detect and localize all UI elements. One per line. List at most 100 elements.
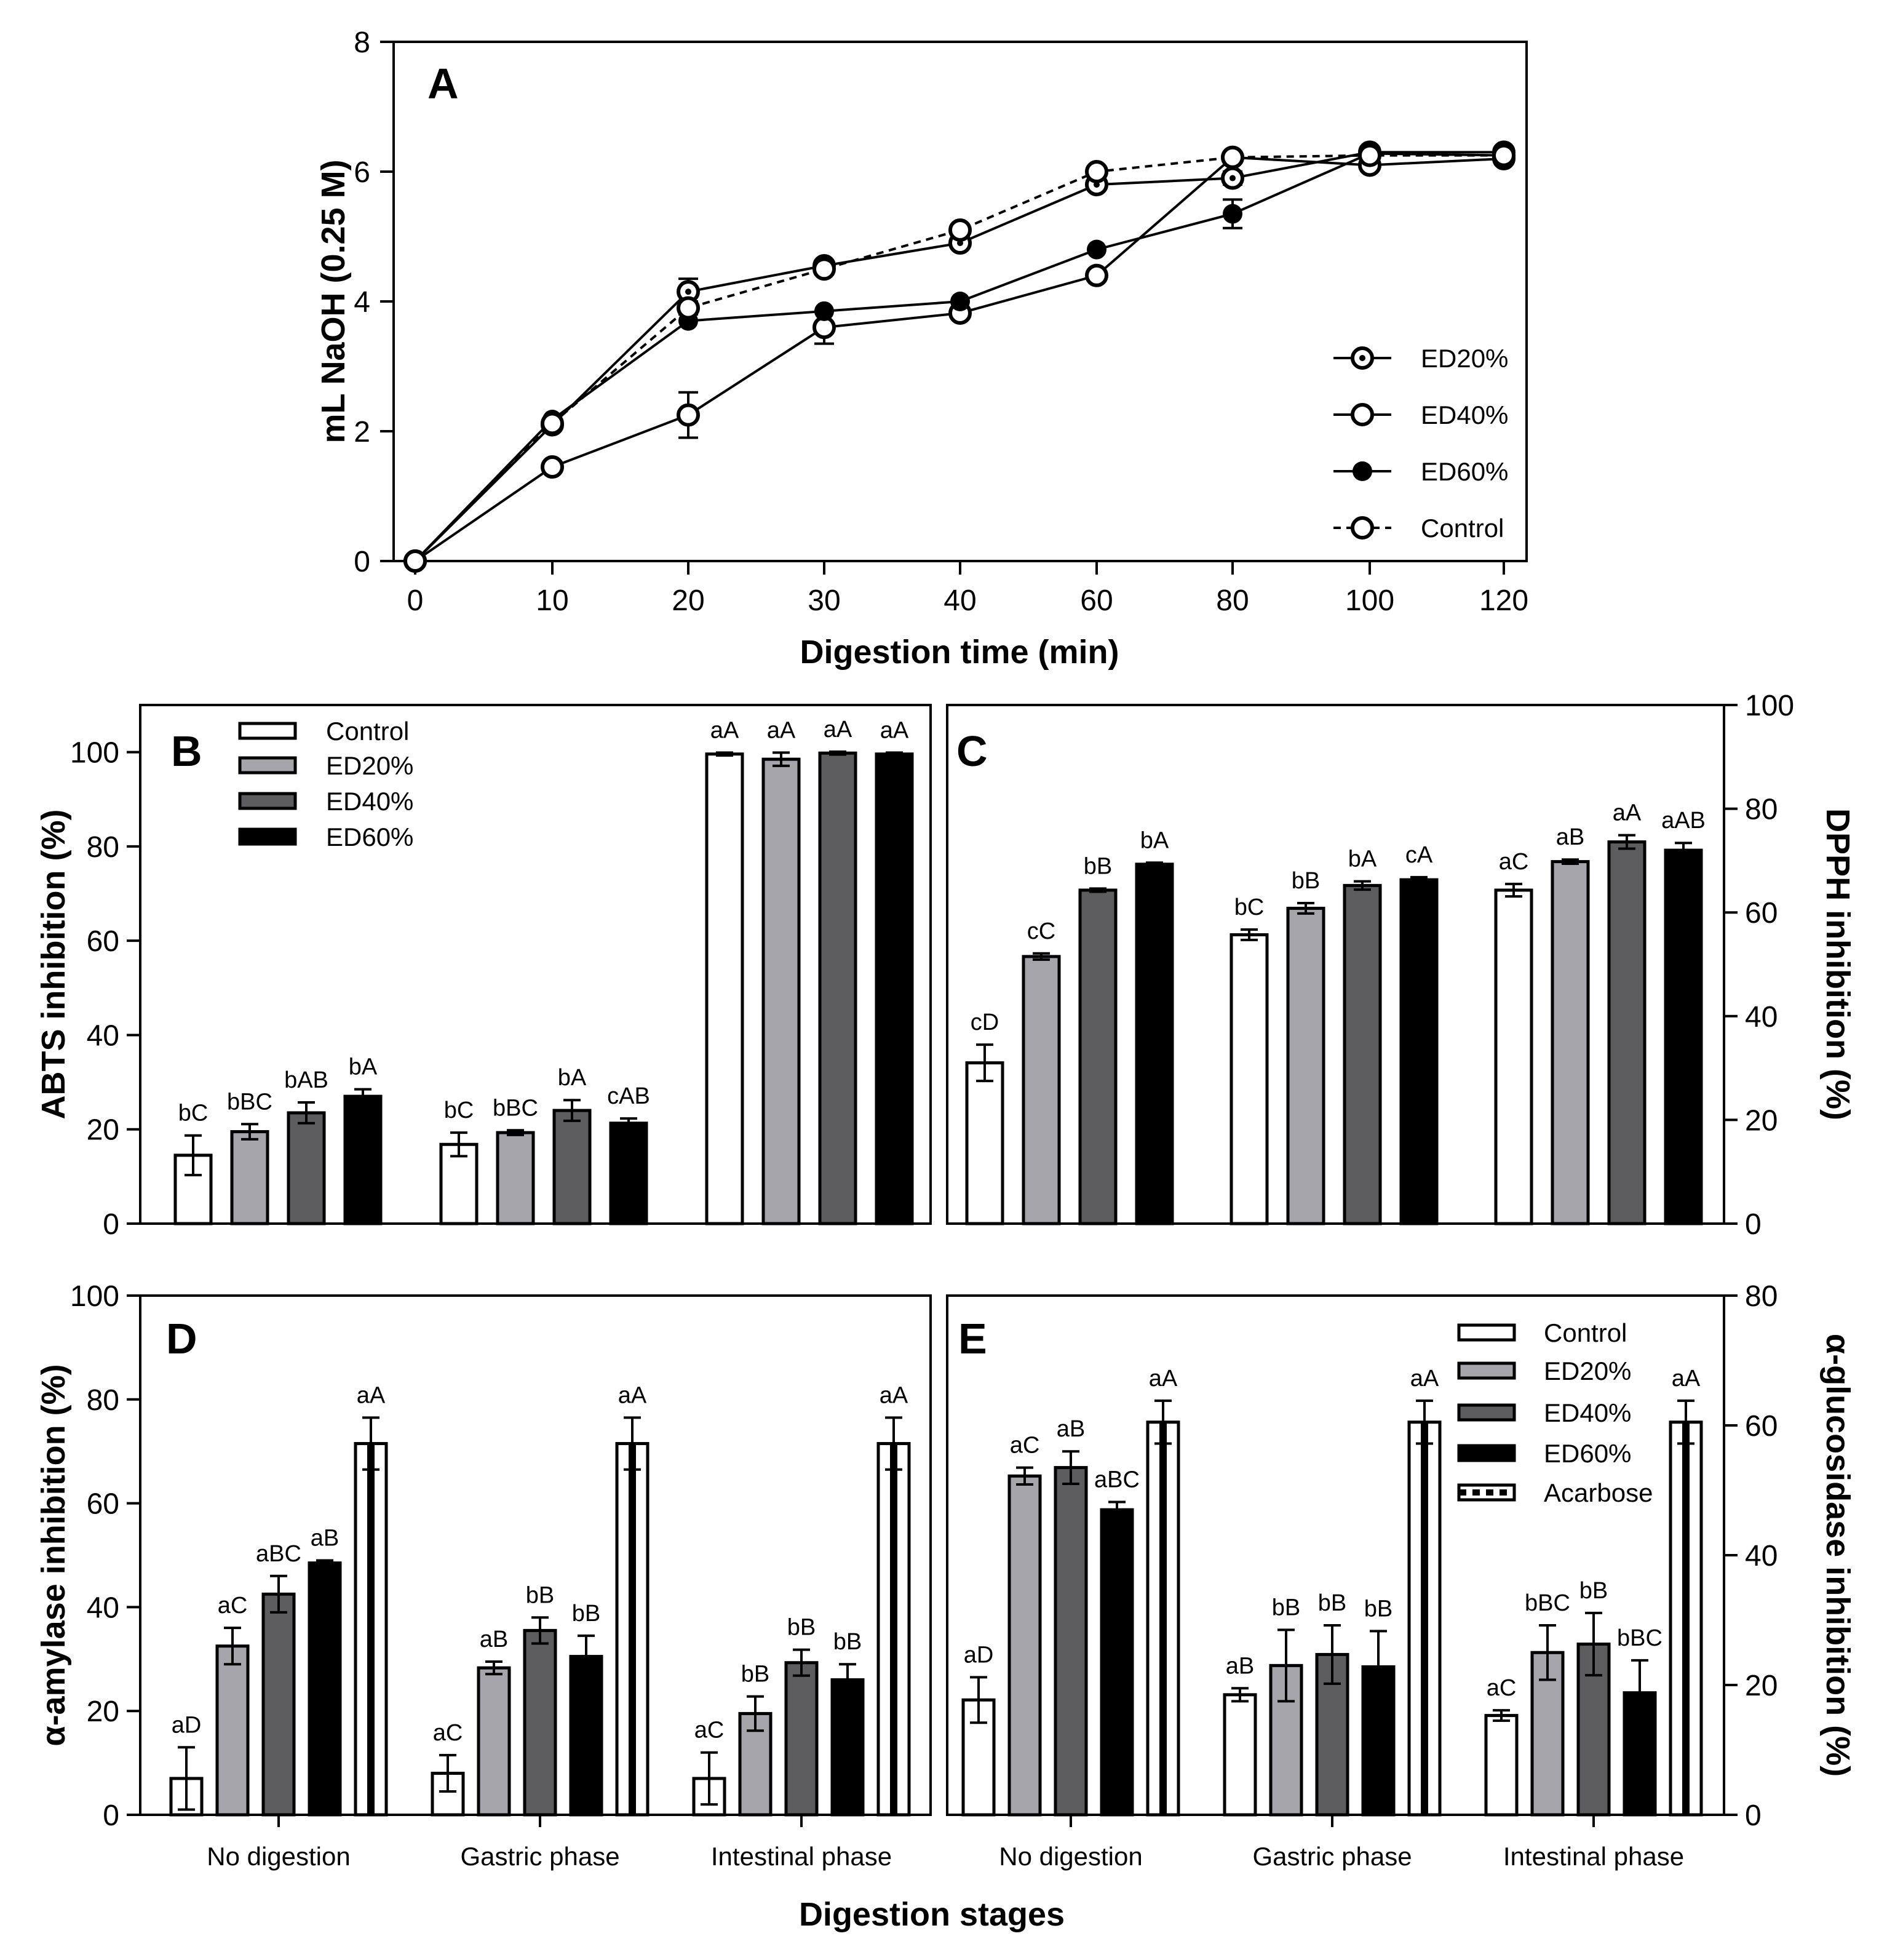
bar-ed40 <box>287 1111 326 1225</box>
bar-ed60 <box>1100 1508 1134 1817</box>
series-control <box>403 143 1516 573</box>
x-tick-label-a: 120 <box>1479 584 1528 617</box>
y-tick-label: 60 <box>1745 897 1778 930</box>
legend-b: Control ED20% ED40% ED60% <box>238 717 413 851</box>
bar-group-1: cD cC bB bA <box>965 827 1174 1225</box>
data-point <box>541 455 564 479</box>
bar-ed20 <box>1286 906 1325 1225</box>
legend-marker <box>1351 516 1374 540</box>
significance-label: aB <box>1057 1416 1085 1442</box>
bar-ed20 <box>1551 860 1590 1225</box>
significance-label: bB <box>1272 1595 1300 1620</box>
legend-label: Control <box>1544 1318 1627 1347</box>
panel-frame <box>946 704 1725 1225</box>
significance-label: aD <box>964 1642 994 1668</box>
significance-label: bBC <box>1525 1590 1570 1616</box>
significance-label: aA <box>767 717 796 743</box>
bar-ed60 <box>569 1655 603 1817</box>
bar-ed20 <box>215 1644 250 1817</box>
legend-label: ED40% <box>326 787 413 816</box>
bar-ed60 <box>1399 878 1439 1225</box>
legend-swatch <box>1457 1444 1516 1462</box>
legend-label: Acarbose <box>1544 1478 1653 1507</box>
bar-ed20 <box>761 757 801 1225</box>
y-tick-label: 20 <box>87 1695 119 1728</box>
y-axis-label: α-amylase inhibition (%) <box>35 1364 72 1746</box>
y-tick-label: 60 <box>1745 1410 1778 1443</box>
bar-ed40 <box>818 751 857 1225</box>
bar-ed60 <box>1664 848 1703 1225</box>
y-tick-label: 20 <box>1745 1104 1778 1137</box>
significance-label: aB <box>480 1627 508 1652</box>
bar-control <box>1494 888 1533 1225</box>
significance-label: bB <box>741 1662 769 1687</box>
panel-label: B <box>171 727 202 775</box>
significance-label: aA <box>1672 1366 1701 1392</box>
legend-label: Control <box>1421 514 1504 543</box>
significance-label: bA <box>1348 847 1377 872</box>
bar-ed40 <box>1343 883 1382 1225</box>
significance-label: bBC <box>1617 1625 1663 1651</box>
y-axis-label: DPPH inhibition (%) <box>1819 808 1856 1120</box>
data-point <box>677 296 700 320</box>
y-tick-label: 80 <box>87 831 119 864</box>
bar-group-3: aC aB aA aAB <box>1494 800 1706 1225</box>
significance-label: bB <box>526 1582 554 1608</box>
legend-label: ED20% <box>1544 1356 1631 1385</box>
panel-label: C <box>956 727 988 775</box>
y-tick-label: 0 <box>1745 1799 1762 1832</box>
significance-label: aC <box>694 1718 725 1743</box>
significance-label: cAB <box>607 1083 650 1109</box>
significance-label: aC <box>1499 849 1529 875</box>
x-category-label: Intestinal phase <box>1503 1842 1684 1871</box>
legend-label: ED40% <box>1544 1398 1631 1427</box>
bar-ed60 <box>343 1094 383 1225</box>
data-point <box>1085 160 1108 183</box>
y-tick-label: 60 <box>87 925 119 958</box>
significance-label: bA <box>349 1054 378 1080</box>
bar-acarbose-center-stripe <box>629 1443 636 1815</box>
bar-group-1: bC bBC bAB bA <box>173 1054 383 1225</box>
bar-ed20 <box>1269 1663 1303 1817</box>
bar-ed20 <box>1007 1474 1042 1817</box>
x-tick-label-a: 100 <box>1345 584 1394 617</box>
series-ed20 <box>403 140 1516 573</box>
bar-ed60 <box>609 1121 648 1225</box>
significance-label: cC <box>1027 918 1055 944</box>
data-point-dot <box>1230 175 1236 181</box>
bar-group-3: aC bB bB bB aA <box>692 1382 911 1817</box>
legend-swatch <box>1457 1361 1516 1380</box>
data-point <box>677 403 700 427</box>
data-point <box>1358 143 1381 167</box>
y-tick-label-a: 6 <box>354 156 370 189</box>
bar-control <box>173 1153 213 1225</box>
significance-label: aC <box>218 1593 248 1619</box>
y-tick-label: 40 <box>87 1592 119 1624</box>
x-tick-label-a: 30 <box>808 584 840 617</box>
significance-label: aD <box>172 1712 202 1738</box>
x-axis-label-a: Digestion time (min) <box>800 634 1119 671</box>
legend-label: ED40% <box>1421 400 1508 429</box>
data-point <box>812 257 836 281</box>
significance-label: aBC <box>256 1541 301 1567</box>
y-tick-label-a: 2 <box>354 416 370 448</box>
bar-group-3: aA aA aA aA <box>705 717 914 1225</box>
significance-label: bB <box>1084 853 1112 879</box>
panel-label-a: A <box>427 60 459 108</box>
significance-label: bC <box>444 1098 474 1123</box>
x-tick-label-a: 80 <box>1216 584 1249 617</box>
significance-label: bBC <box>493 1095 538 1121</box>
legend-label: ED60% <box>326 823 413 851</box>
significance-label: aC <box>433 1720 463 1746</box>
x-tick-label-a: 20 <box>672 584 704 617</box>
y-tick-label-a: 8 <box>354 26 370 59</box>
bar-group-3: aC bBC bB bBC aA <box>1484 1366 1703 1817</box>
x-category-label: Gastric phase <box>460 1842 619 1871</box>
y-tick-label: 80 <box>1745 794 1778 826</box>
data-point <box>1221 145 1244 169</box>
significance-label: bAB <box>284 1067 328 1093</box>
bar-control <box>1223 1693 1257 1817</box>
legend-swatch <box>1457 1323 1516 1342</box>
panel-label: E <box>958 1315 987 1363</box>
